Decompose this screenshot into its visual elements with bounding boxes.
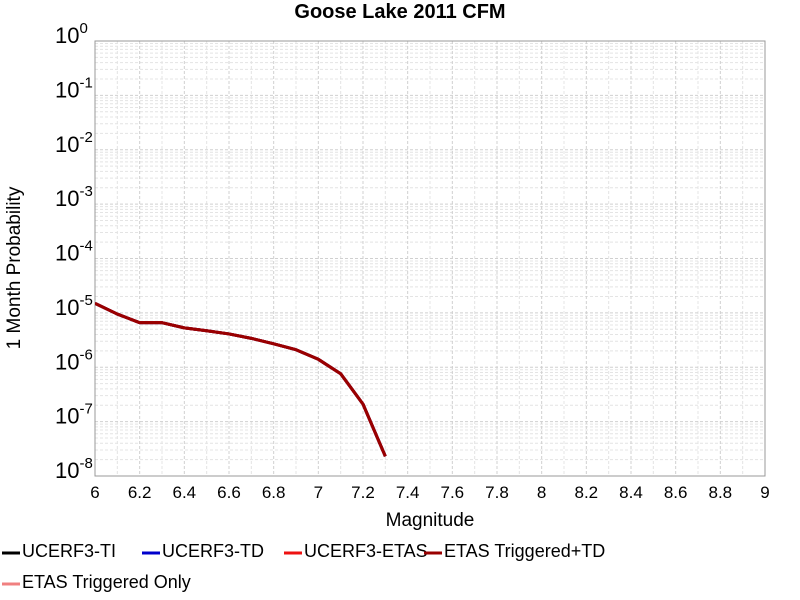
y-tick-label: 10-5	[55, 292, 93, 320]
y-tick-base: 10	[55, 458, 79, 483]
y-tick-label: 10-7	[55, 401, 93, 429]
y-tick-base: 10	[55, 77, 79, 102]
y-tick-base: 10	[55, 404, 79, 429]
y-tick-base: 10	[55, 295, 79, 320]
legend-label: UCERF3-TD	[162, 541, 264, 561]
y-tick-exponent: -6	[79, 346, 92, 363]
series-group	[95, 301, 387, 457]
x-tick-label: 8.8	[709, 483, 733, 502]
y-tick-exponent: -2	[79, 129, 92, 146]
x-tick-label: 9	[760, 483, 769, 502]
y-tick-label: 10-8	[55, 455, 93, 483]
x-tick-label: 6	[90, 483, 99, 502]
series-line	[95, 301, 387, 457]
plot-border	[94, 40, 766, 477]
y-tick-base: 10	[55, 186, 79, 211]
legend-label: ETAS Triggered+TD	[444, 541, 605, 561]
x-tick-label: 6.4	[173, 483, 197, 502]
y-tick-exponent: -3	[79, 183, 92, 200]
legend-label: UCERF3-TI	[22, 541, 116, 561]
y-tick-base: 10	[55, 23, 79, 48]
x-tick-label: 6.2	[128, 483, 152, 502]
y-tick-label: 10-6	[55, 346, 93, 374]
y-tick-base: 10	[55, 349, 79, 374]
y-tick-label: 10-2	[55, 129, 93, 157]
y-tick-label: 10-3	[55, 183, 93, 211]
x-tick-label: 7.8	[485, 483, 509, 502]
x-tick-label: 8.4	[619, 483, 643, 502]
x-tick-label: 7	[314, 483, 323, 502]
y-tick-base: 10	[55, 241, 79, 266]
x-tick-label: 8.2	[575, 483, 599, 502]
y-tick-exponent: -5	[79, 292, 92, 309]
x-tick-label: 7.4	[396, 483, 420, 502]
x-axis-label: Magnitude	[386, 510, 475, 531]
y-tick-label: 100	[55, 20, 88, 48]
x-tick-label: 7.2	[351, 483, 375, 502]
x-tick-label: 7.6	[441, 483, 465, 502]
y-tick-label: 10-4	[55, 238, 93, 266]
y-tick-exponent: 0	[79, 20, 87, 37]
y-tick-exponent: -4	[79, 238, 92, 255]
x-tick-label: 6.8	[262, 483, 286, 502]
x-tick-label: 6.6	[217, 483, 241, 502]
legend-label: UCERF3-ETAS	[304, 541, 428, 561]
chart-title: Goose Lake 2011 CFM	[294, 1, 505, 23]
y-tick-exponent: -1	[79, 74, 92, 91]
legend-label: ETAS Triggered Only	[22, 572, 191, 592]
x-tick-label: 8	[537, 483, 546, 502]
y-tick-label: 10-1	[55, 74, 93, 102]
x-tick-label: 8.6	[664, 483, 688, 502]
y-axis-label: 1 Month Probability	[4, 186, 25, 349]
y-tick-base: 10	[55, 132, 79, 157]
y-tick-exponent: -7	[79, 401, 92, 418]
y-tick-exponent: -8	[79, 455, 92, 472]
